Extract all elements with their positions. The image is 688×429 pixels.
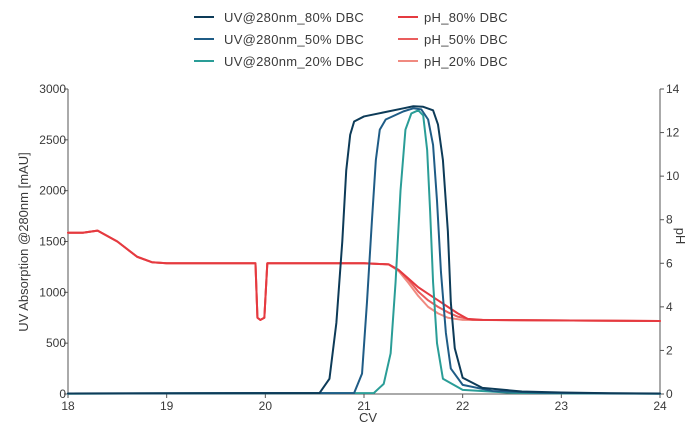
legend-item: pH_20% DBC	[398, 54, 508, 69]
series-line-uv-280nm-50-dbc	[67, 107, 661, 395]
legend-label: pH_80% DBC	[424, 10, 508, 25]
y2-tick-label: 6	[666, 256, 673, 270]
x-tick-label: 23	[555, 399, 569, 413]
legend-label: UV@280nm_50% DBC	[224, 32, 364, 47]
y-tick-label: 0	[59, 387, 66, 401]
y2-tick-label: 2	[666, 343, 673, 357]
y-tick-label: 1000	[39, 285, 66, 299]
series-line-ph-20-dbc	[67, 229, 661, 323]
y-tick-label: 1500	[39, 235, 66, 249]
series-line-ph-80-dbc	[67, 229, 661, 323]
y2-tick-label: 0	[666, 387, 673, 401]
axes: UV Absorption @280nm [mAU] pH CV 18 19 20 2…	[16, 82, 688, 425]
x-tick-label: 18	[61, 399, 75, 413]
x-tick-label: 22	[456, 399, 470, 413]
legend-item: UV@280nm_50% DBC	[194, 32, 364, 47]
legend-label: UV@280nm_20% DBC	[224, 54, 364, 69]
x-tick-label: 20	[259, 399, 273, 413]
legend-item: pH_50% DBC	[398, 32, 508, 47]
y-tick-label: 2500	[39, 133, 66, 147]
series-line-uv-280nm-20-dbc	[67, 109, 661, 395]
y-tick-label: 500	[46, 336, 66, 350]
x-axis-title: CV	[359, 410, 377, 424]
x-tick-label: 19	[160, 399, 174, 413]
y2-axis-title: pH	[673, 228, 688, 245]
y-axis-title: UV Absorption @280nm [mAU]	[16, 152, 31, 331]
legend-item: pH_80% DBC	[398, 10, 508, 25]
y2-tick-label: 14	[666, 82, 680, 96]
series-line-ph-50-dbc	[67, 229, 661, 323]
series	[67, 105, 661, 395]
x-tick-label: 24	[653, 399, 667, 413]
legend-label: pH_50% DBC	[424, 32, 508, 47]
y2-tick-label: 10	[666, 169, 680, 183]
legend-label: UV@280nm_80% DBC	[224, 10, 364, 25]
series-line-uv-280nm-80-dbc	[67, 105, 661, 395]
y-tick-label: 3000	[39, 82, 66, 96]
y-tick-label: 2000	[39, 184, 66, 198]
legend: UV@280nm_80% DBC UV@280nm_50% DBC UV@280nm…	[194, 10, 508, 69]
y2-tick-label: 12	[666, 126, 680, 140]
y2-tick-label: 8	[666, 213, 673, 227]
legend-item: UV@280nm_80% DBC	[194, 10, 364, 25]
x-tick-label: 21	[357, 399, 371, 413]
legend-item: UV@280nm_20% DBC	[194, 54, 364, 69]
y2-tick-label: 4	[666, 300, 673, 314]
legend-label: pH_20% DBC	[424, 54, 508, 69]
